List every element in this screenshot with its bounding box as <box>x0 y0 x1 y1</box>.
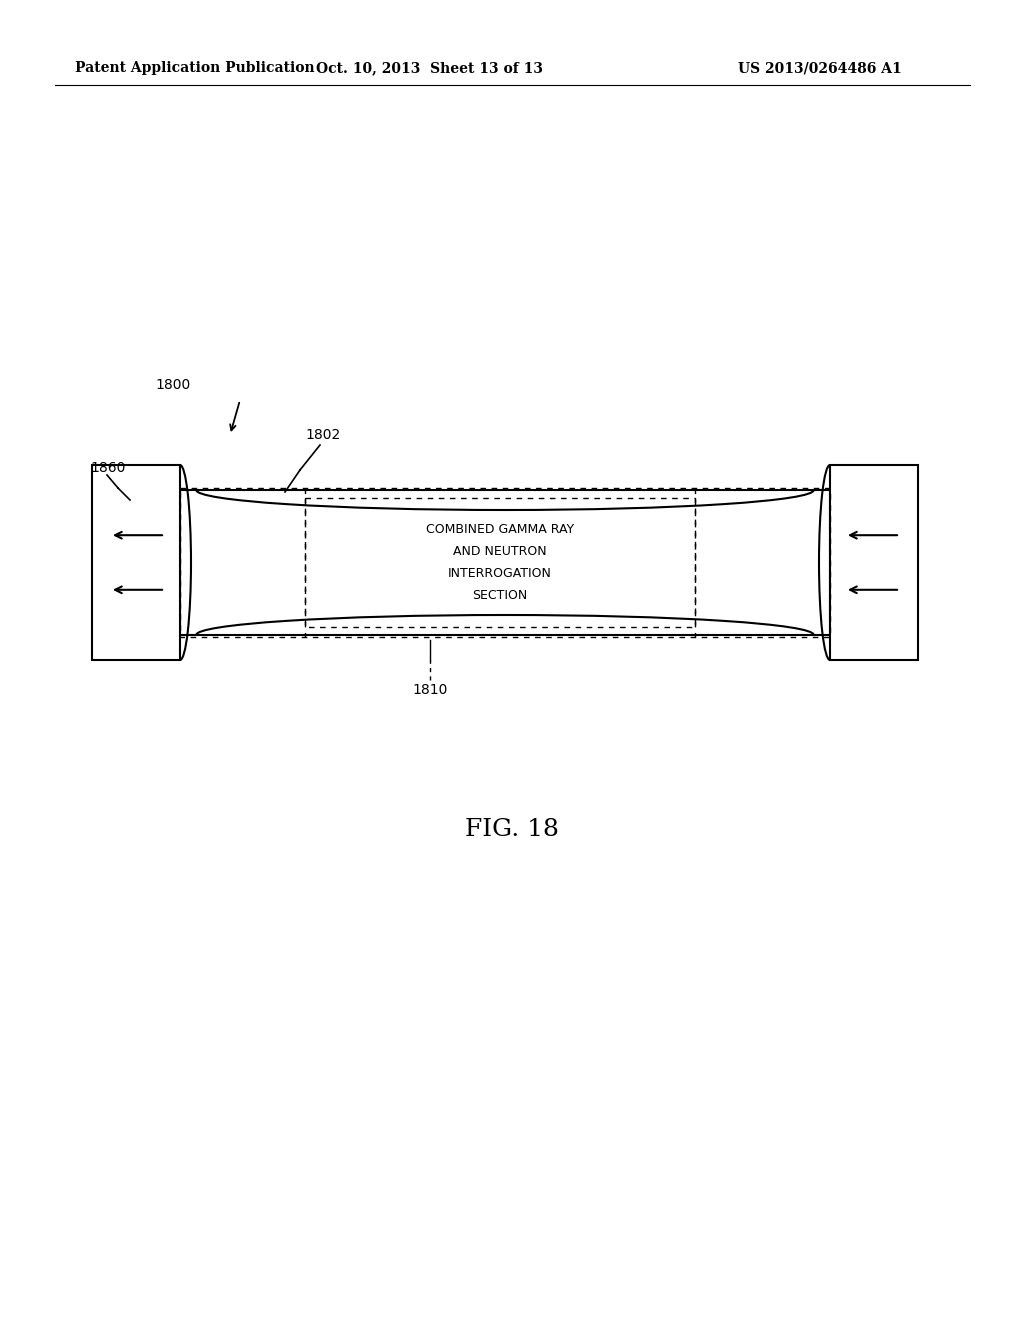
Bar <box>180 488 830 638</box>
Text: COMBINED GAMMA RAY: COMBINED GAMMA RAY <box>426 523 574 536</box>
Bar <box>305 498 695 627</box>
Text: Patent Application Publication: Patent Application Publication <box>75 61 314 75</box>
Text: AND NEUTRON: AND NEUTRON <box>454 545 547 558</box>
Text: FIG. 18: FIG. 18 <box>465 818 559 842</box>
Text: 1810: 1810 <box>413 682 447 697</box>
Text: INTERROGATION: INTERROGATION <box>449 568 552 579</box>
Text: US 2013/0264486 A1: US 2013/0264486 A1 <box>738 61 902 75</box>
Text: 1860: 1860 <box>90 461 125 475</box>
Text: 1800: 1800 <box>155 378 190 392</box>
Text: 1802: 1802 <box>305 428 340 442</box>
Bar <box>830 465 918 660</box>
Text: SECTION: SECTION <box>472 589 527 602</box>
Bar <box>92 465 180 660</box>
Text: Oct. 10, 2013  Sheet 13 of 13: Oct. 10, 2013 Sheet 13 of 13 <box>316 61 544 75</box>
Bar <box>180 490 830 635</box>
